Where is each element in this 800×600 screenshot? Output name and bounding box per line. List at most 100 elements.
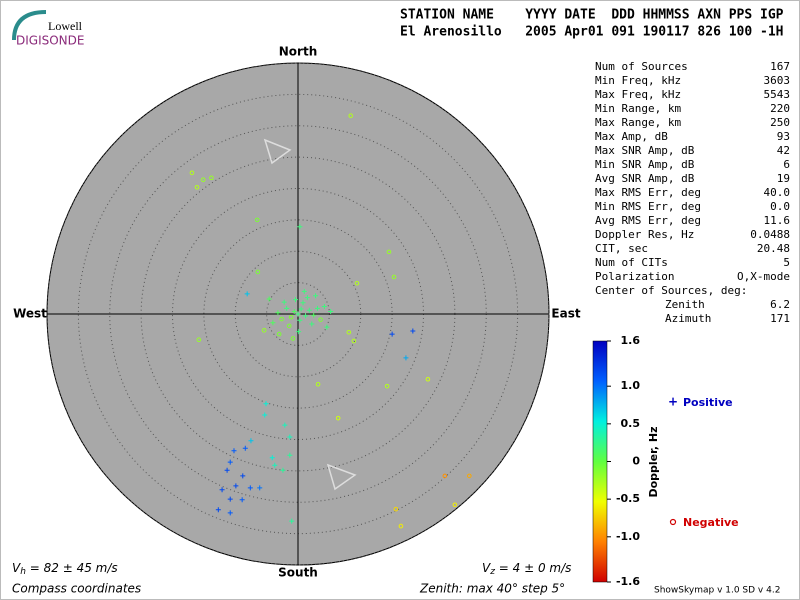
direction-label: East — [551, 307, 580, 321]
source-positive — [303, 313, 309, 319]
stat-value: 19 — [777, 172, 790, 185]
source-negative — [196, 337, 202, 343]
source-negative — [194, 184, 200, 190]
beam-marker — [326, 463, 357, 491]
stat-label: Max Amp, dB — [595, 130, 668, 143]
stat-label: CIT, sec — [595, 242, 648, 255]
source-positive — [291, 308, 297, 314]
source-negative — [318, 317, 323, 322]
source-positive — [281, 299, 287, 305]
center-label: Azimuth — [665, 312, 711, 325]
version-label: ShowSkymap v 1.0 SD v 4.2 — [654, 586, 780, 596]
source-negative — [276, 331, 282, 337]
source-positive — [239, 497, 245, 503]
source-negative — [254, 217, 260, 223]
source-positive — [282, 422, 288, 428]
stat-value: 93 — [777, 130, 790, 143]
source-negative — [351, 338, 357, 344]
source-positive — [242, 445, 248, 451]
logo-swoosh — [12, 10, 47, 41]
colorbar-tick-label: 1.6 — [621, 334, 641, 347]
source-negative — [398, 523, 404, 529]
legend-symbol — [669, 518, 677, 526]
source-positive — [240, 473, 246, 479]
skymap-plot: North South West East — [13, 45, 581, 580]
source-positive — [284, 305, 290, 311]
legend-symbol: + — [668, 395, 678, 409]
zenith-label: Zenith: max 40° step 5° — [419, 582, 565, 596]
source-positive — [227, 459, 233, 465]
coords-label: Compass coordinates — [12, 582, 141, 596]
stat-label: Min RMS Err, deg — [595, 200, 701, 213]
source-negative — [442, 473, 448, 479]
stat-label: Max RMS Err, deg — [595, 186, 701, 199]
source-positive — [227, 496, 233, 502]
source-positive — [247, 485, 253, 491]
source-positive — [275, 310, 281, 316]
source-negative — [425, 376, 431, 382]
source-positive — [287, 452, 293, 458]
source-positive — [410, 328, 416, 334]
source-positive — [313, 293, 319, 299]
source-positive — [328, 308, 334, 314]
source-negative — [354, 280, 360, 286]
logo-bottom: DIGISONDE — [16, 34, 84, 48]
source-positive — [306, 307, 312, 313]
source-negative — [200, 177, 206, 183]
source-positive — [297, 317, 303, 323]
vz-sub: z — [489, 567, 495, 577]
stat-value: 6 — [783, 158, 790, 171]
source-negative — [288, 314, 294, 320]
source-positive — [314, 305, 320, 311]
direction-label: North — [279, 45, 317, 59]
center-label: Zenith — [665, 298, 705, 311]
source-positive — [224, 467, 230, 473]
beam-marker — [263, 138, 292, 165]
vz-label: Vz = 4 ± 0 m/s — [482, 561, 571, 577]
direction-label: West — [13, 307, 47, 321]
vz-value: = 4 ± 0 m/s — [495, 561, 571, 575]
source-negative — [335, 415, 341, 421]
source-positive — [297, 224, 303, 230]
source-negative — [261, 328, 267, 333]
source-positive — [309, 321, 315, 327]
source-negative — [286, 323, 292, 329]
stats-table: Num of Sources 167 Min Freq, kHz 3603 Max Fr… — [595, 60, 790, 325]
stat-value: 11.6 — [764, 214, 791, 227]
vh-label: Vh = 82 ± 45 m/s — [12, 561, 118, 577]
stat-value: 40.0 — [764, 186, 791, 199]
vh-value: = 82 ± 45 m/s — [26, 561, 118, 575]
source-negative — [315, 381, 321, 387]
source-positive — [324, 324, 330, 330]
stat-label: Polarization — [595, 270, 674, 283]
source-negative — [346, 329, 352, 335]
stat-label: Min Freq, kHz — [595, 74, 681, 87]
center-value: 6.2 — [770, 298, 790, 311]
source-positive — [403, 355, 409, 361]
header-line: STATION NAME YYYY DATE DDD HHMMSS AXN PP… — [400, 8, 784, 23]
stat-label: Min Range, km — [595, 102, 681, 115]
colorbar-tick-label: 0 — [632, 455, 640, 468]
logo-top: Lowell — [48, 19, 83, 33]
source-negative — [189, 170, 195, 176]
colorbar: 1.6 1.0 0.5 0 -0.5 -1.0 -1.6 Doppler, Hz — [592, 334, 660, 588]
source-negative — [386, 249, 392, 255]
source-negative — [255, 269, 261, 275]
stat-value: 0.0488 — [750, 228, 790, 241]
source-positive — [269, 455, 275, 461]
stat-value: 42 — [777, 144, 790, 157]
vh-symbol: V — [12, 561, 21, 575]
colorbar-tick-label: -0.5 — [616, 492, 640, 505]
stat-label: Avg RMS Err, deg — [595, 214, 701, 227]
source-negative — [391, 274, 397, 280]
source-negative — [348, 113, 354, 119]
stat-label: Min SNR Amp, dB — [595, 158, 695, 171]
source-positive — [389, 331, 395, 337]
source-positive — [287, 434, 293, 440]
source-positive — [321, 303, 327, 309]
header-line: El Arenosillo 2005 Apr01 091 190117 826 … — [400, 25, 784, 40]
source-negative — [393, 506, 399, 512]
direction-label: South — [278, 566, 318, 580]
source-positive — [263, 401, 269, 407]
